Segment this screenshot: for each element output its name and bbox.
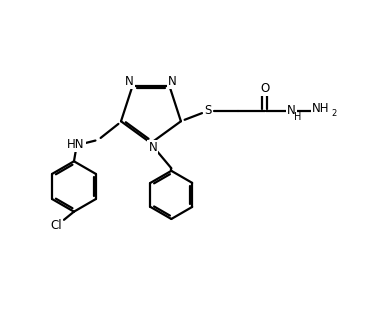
Text: Cl: Cl: [51, 219, 62, 232]
Text: H: H: [294, 112, 301, 122]
Text: S: S: [204, 105, 211, 117]
Text: 2: 2: [331, 109, 336, 118]
Text: O: O: [260, 82, 269, 95]
Text: N: N: [287, 105, 296, 117]
Text: HN: HN: [67, 138, 85, 151]
Text: N: N: [125, 75, 134, 88]
Text: N: N: [168, 75, 177, 88]
Text: N: N: [149, 141, 157, 154]
Text: NH: NH: [312, 102, 330, 115]
